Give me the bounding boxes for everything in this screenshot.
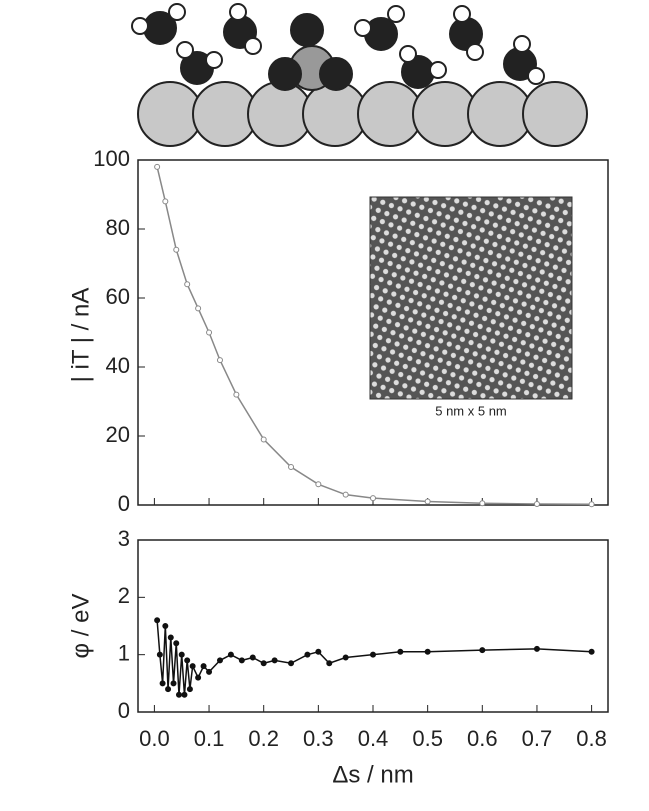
y-tick-label: 2 — [118, 583, 130, 608]
data-point — [195, 305, 202, 312]
y-tick-label: 60 — [106, 284, 130, 309]
data-point — [162, 198, 169, 205]
x-tick-label: 0.7 — [522, 726, 553, 751]
data-point — [200, 663, 207, 670]
x-tick-label: 0.0 — [139, 726, 170, 751]
data-point — [342, 654, 349, 661]
y-tick-label: 40 — [106, 353, 130, 378]
data-point — [175, 691, 182, 698]
data-point — [479, 500, 486, 507]
data-point — [238, 657, 245, 664]
data-point — [216, 357, 223, 364]
data-point — [260, 660, 267, 667]
data-point — [165, 686, 172, 693]
y-tick-label: 0 — [118, 698, 130, 723]
y-axis-label: | iT | / nA — [67, 288, 94, 383]
schematic — [131, 3, 588, 147]
data-point — [533, 645, 540, 652]
x-tick-label: 0.4 — [358, 726, 389, 751]
x-tick-label: 0.8 — [576, 726, 607, 751]
data-point — [249, 654, 256, 661]
data-point — [156, 651, 163, 658]
x-axis-label: Δs / nm — [332, 761, 413, 788]
data-point — [206, 329, 213, 336]
y-tick-label: 100 — [93, 146, 130, 171]
y-tick-label: 80 — [106, 215, 130, 240]
data-point — [184, 657, 191, 664]
data-point — [159, 680, 166, 687]
data-point — [189, 663, 196, 670]
data-point — [315, 481, 322, 488]
inset-label: 5 nm x 5 nm — [435, 403, 507, 418]
data-point — [178, 651, 185, 658]
data-point — [233, 391, 240, 398]
data-point — [186, 686, 193, 693]
data-point — [173, 640, 180, 647]
data-point — [479, 647, 486, 654]
data-point — [184, 281, 191, 288]
data-point — [173, 246, 180, 253]
y-axis-label: φ / eV — [67, 594, 94, 659]
data-point — [424, 648, 431, 655]
x-tick-label: 0.3 — [303, 726, 334, 751]
x-tick-label: 0.2 — [248, 726, 279, 751]
data-point — [271, 657, 278, 664]
data-point — [195, 674, 202, 681]
y-tick-label: 1 — [118, 640, 130, 665]
data-point — [206, 668, 213, 675]
data-point — [533, 500, 540, 507]
data-point — [154, 617, 161, 624]
x-tick-label: 0.5 — [412, 726, 443, 751]
data-point — [588, 648, 595, 655]
inset-image — [369, 196, 573, 400]
data-point — [216, 657, 223, 664]
data-point — [342, 491, 349, 498]
data-point — [304, 651, 311, 658]
data-point — [315, 648, 322, 655]
y-tick-label: 20 — [106, 422, 130, 447]
data-point — [588, 501, 595, 508]
data-point — [326, 660, 333, 667]
data-point — [288, 464, 295, 471]
data-point — [167, 634, 174, 641]
data-point — [162, 623, 169, 629]
y-tick-label: 3 — [118, 526, 130, 551]
data-point — [170, 680, 177, 687]
data-point — [227, 651, 234, 658]
x-tick-label: 0.1 — [194, 726, 225, 751]
data-line — [156, 620, 592, 695]
x-tick-label: 0.6 — [467, 726, 498, 751]
data-point — [288, 660, 295, 667]
y-tick-label: 0 — [118, 491, 130, 516]
data-point — [370, 495, 376, 502]
data-point — [397, 648, 404, 655]
data-point — [370, 651, 376, 658]
data-point — [424, 498, 431, 505]
plot-frame — [137, 539, 609, 713]
data-point — [260, 436, 267, 443]
data-point — [154, 163, 161, 170]
data-point — [181, 691, 188, 698]
